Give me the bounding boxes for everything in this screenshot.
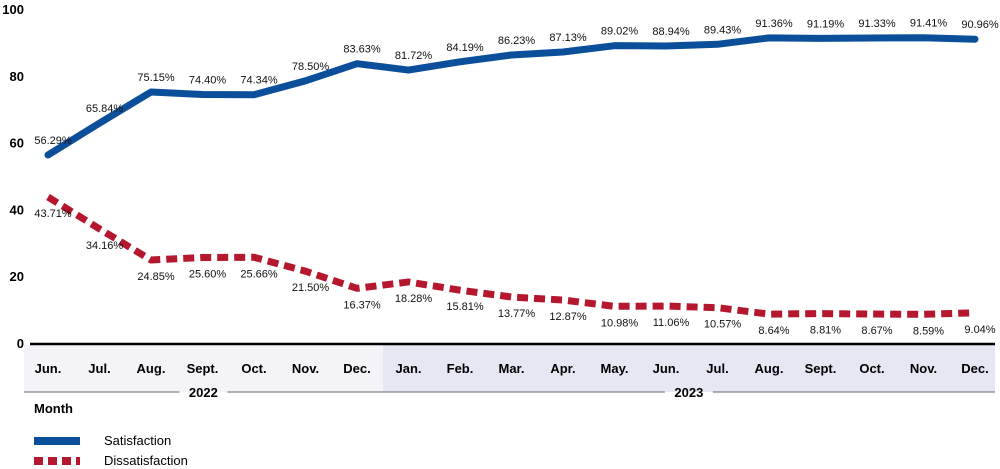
year-band-2023 — [382, 345, 995, 392]
x-tick-label: Jun. — [35, 361, 62, 376]
x-tick-label: Oct. — [859, 361, 884, 376]
y-tick-label: 100 — [2, 2, 24, 17]
data-label-satisfaction: 83.63% — [343, 44, 381, 56]
legend-label-dissatisfaction: Dissatisfaction — [104, 453, 188, 468]
data-label-dissatisfaction: 8.59% — [913, 325, 944, 337]
x-tick-label: Jan. — [395, 361, 421, 376]
y-tick-label: 20 — [10, 269, 24, 284]
x-tick-label: Oct. — [241, 361, 266, 376]
data-label-satisfaction: 86.23% — [498, 35, 536, 47]
data-label-dissatisfaction: 10.57% — [704, 319, 742, 331]
data-label-satisfaction: 74.40% — [189, 75, 227, 87]
data-label-satisfaction: 74.34% — [240, 75, 278, 87]
data-label-dissatisfaction: 18.28% — [395, 293, 433, 305]
x-tick-label: Sept. — [187, 361, 219, 376]
x-tick-label: Nov. — [910, 361, 937, 376]
legend-swatch-satisfaction — [34, 436, 80, 445]
x-tick-label: Jul. — [706, 361, 728, 376]
data-label-satisfaction: 56.29% — [34, 135, 72, 147]
legend-label-satisfaction: Satisfaction — [104, 433, 172, 448]
x-tick-label: Nov. — [292, 361, 319, 376]
x-tick-label: Apr. — [550, 361, 575, 376]
y-tick-label: 80 — [10, 69, 24, 84]
data-label-dissatisfaction: 8.81% — [810, 325, 841, 337]
x-tick-label: Dec. — [343, 361, 370, 376]
data-label-dissatisfaction: 8.67% — [861, 325, 892, 337]
data-label-dissatisfaction: 16.37% — [343, 299, 381, 311]
x-axis-title: Month — [34, 401, 73, 416]
year-band-2022 — [24, 345, 383, 392]
series-line-satisfaction — [44, 34, 979, 159]
x-tick-label: Aug. — [755, 361, 784, 376]
data-label-satisfaction: 87.13% — [549, 32, 587, 44]
data-label-dissatisfaction: 43.71% — [34, 208, 72, 220]
data-label-satisfaction: 91.36% — [755, 18, 793, 30]
data-label-dissatisfaction: 9.04% — [964, 324, 995, 336]
data-label-dissatisfaction: 25.66% — [240, 268, 278, 280]
data-label-dissatisfaction: 11.06% — [653, 317, 690, 329]
x-tick-label: Dec. — [961, 361, 988, 376]
y-tick-label: 0 — [17, 336, 24, 351]
data-label-satisfaction: 91.19% — [807, 18, 845, 30]
series-line-dissatisfaction — [46, 194, 976, 318]
x-tick-label: Sept. — [805, 361, 837, 376]
data-label-dissatisfaction: 15.81% — [446, 301, 484, 313]
legend-item-dissatisfaction: Dissatisfaction — [34, 453, 188, 468]
data-label-satisfaction: 91.41% — [910, 18, 948, 30]
data-label-dissatisfaction: 12.87% — [549, 311, 587, 323]
data-label-satisfaction: 89.43% — [704, 24, 742, 36]
x-tick-label: Jun. — [653, 361, 680, 376]
legend-swatch-dissatisfaction — [34, 456, 80, 465]
data-label-satisfaction: 88.94% — [652, 26, 690, 38]
y-tick-label: 40 — [10, 202, 24, 217]
data-label-dissatisfaction: 24.85% — [137, 271, 175, 283]
data-label-dissatisfaction: 34.16% — [86, 240, 124, 252]
data-label-dissatisfaction: 8.64% — [758, 325, 789, 337]
x-tick-label: Feb. — [447, 361, 474, 376]
data-label-dissatisfaction: 21.50% — [292, 282, 330, 294]
data-label-satisfaction: 84.19% — [446, 42, 484, 54]
data-label-satisfaction: 75.15% — [137, 72, 175, 84]
legend-item-satisfaction: Satisfaction — [34, 433, 171, 448]
data-label-satisfaction: 65.84% — [86, 103, 124, 115]
year-label-2022: 2022 — [189, 385, 218, 400]
data-label-satisfaction: 90.96% — [961, 19, 999, 31]
data-label-satisfaction: 89.02% — [601, 26, 639, 38]
data-label-dissatisfaction: 10.98% — [601, 317, 639, 329]
data-label-dissatisfaction: 25.60% — [189, 268, 227, 280]
x-tick-label: Aug. — [137, 361, 166, 376]
data-label-satisfaction: 81.72% — [395, 50, 433, 62]
x-tick-label: May. — [601, 361, 629, 376]
data-label-satisfaction: 78.50% — [292, 61, 330, 73]
year-label-2023: 2023 — [674, 385, 703, 400]
x-tick-label: Mar. — [498, 361, 524, 376]
y-tick-label: 60 — [10, 136, 24, 151]
x-tick-label: Jul. — [88, 361, 110, 376]
data-label-dissatisfaction: 13.77% — [498, 308, 536, 320]
data-label-satisfaction: 91.33% — [858, 18, 896, 30]
line-chart: 0 20 40 60 80 100 56.29% 65.84% 75.15% 74.40% 74.3… — [2, 2, 999, 400]
